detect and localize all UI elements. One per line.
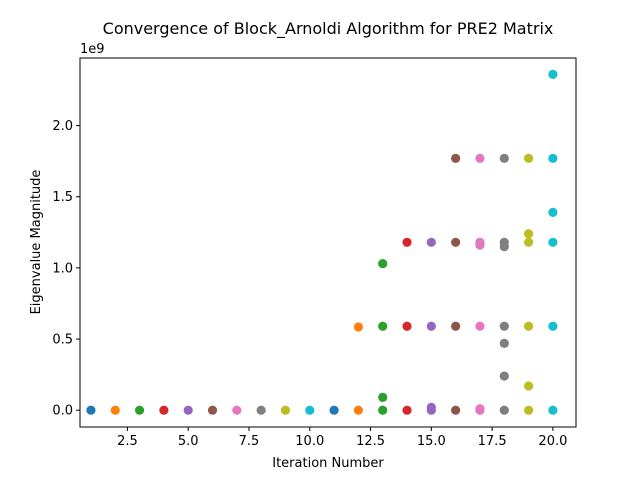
data-point-iter-18-1 (499, 371, 509, 381)
x-tick-label: 10.0 (295, 434, 324, 449)
data-point-iter-20-1 (548, 321, 558, 331)
x-axis-label: Iteration Number (272, 456, 384, 471)
data-point-iter-19-3 (523, 237, 534, 247)
data-point-iter-11-0 (329, 405, 339, 415)
data-point-iter-13-1 (378, 392, 388, 402)
data-point-iter-12-1 (353, 322, 363, 332)
data-point-iter-20-5 (548, 69, 558, 79)
data-point-iter-15-1 (426, 402, 436, 412)
x-tick-label: 2.5 (117, 434, 138, 449)
data-point-iter-18-2 (499, 338, 509, 348)
data-point-iter-18-6 (499, 153, 509, 163)
data-point-iter-7-0 (232, 405, 242, 415)
data-point-iter-13-3 (378, 259, 388, 269)
data-point-iter-13-0 (378, 405, 388, 415)
data-point-iter-19-4 (523, 229, 534, 239)
data-point-iter-16-0 (451, 405, 461, 415)
y-axis-offset-text: 1e9 (80, 42, 105, 57)
y-tick-label: 1.5 (52, 190, 73, 205)
x-tick-label: 7.5 (239, 434, 260, 449)
data-point-iter-17-2 (475, 321, 485, 331)
data-point-iter-20-3 (548, 207, 558, 217)
data-point-iter-4-0 (159, 405, 169, 415)
x-tick-label: 17.5 (478, 434, 507, 449)
x-axis-ticks: 2.5 5.0 7.5 10.0 12.5 15.0 17.5 20.0 (117, 427, 567, 449)
data-point-iter-15-3 (426, 237, 436, 247)
x-tick-label: 20.0 (538, 434, 567, 449)
data-point-iter-15-2 (426, 321, 436, 331)
data-point-iter-19-5 (523, 153, 534, 163)
data-point-iter-16-1 (451, 321, 461, 331)
data-point-iter-18-5 (499, 237, 509, 247)
data-point-iter-1-0 (86, 405, 96, 415)
y-tick-label: 0.5 (52, 333, 73, 348)
data-point-iter-17-1 (475, 404, 485, 414)
data-point-iter-9-0 (280, 405, 291, 415)
data-points (86, 69, 558, 415)
data-point-iter-20-2 (548, 237, 558, 247)
data-point-iter-20-4 (548, 153, 558, 163)
data-point-iter-19-0 (523, 405, 534, 415)
x-tick-label: 15.0 (417, 434, 446, 449)
y-axis-ticks: 0.0 0.5 1.0 1.5 2.0 (52, 119, 80, 419)
plot-area-frame (79, 57, 577, 428)
data-point-iter-20-0 (548, 405, 558, 415)
data-point-iter-17-4 (475, 237, 485, 247)
data-point-iter-19-1 (523, 381, 534, 391)
data-point-iter-8-0 (256, 405, 266, 415)
data-point-iter-6-0 (207, 405, 218, 415)
data-point-iter-16-3 (451, 153, 461, 163)
y-axis-label: Eigenvalue Magnitude (29, 170, 44, 315)
data-point-iter-14-0 (402, 405, 412, 415)
data-point-iter-14-2 (402, 237, 412, 247)
data-point-iter-3-0 (134, 405, 145, 415)
data-point-iter-10-0 (305, 405, 315, 415)
data-point-iter-17-5 (475, 153, 485, 163)
x-tick-label: 12.5 (356, 434, 385, 449)
y-tick-label: 1.0 (52, 261, 73, 276)
data-point-iter-19-2 (523, 321, 534, 331)
data-point-iter-13-2 (378, 321, 388, 331)
data-point-iter-18-0 (499, 405, 509, 415)
data-point-iter-16-2 (451, 237, 461, 247)
x-tick-label: 5.0 (178, 434, 199, 449)
data-point-iter-12-0 (353, 405, 363, 415)
y-tick-label: 0.0 (52, 404, 73, 419)
y-tick-label: 2.0 (52, 119, 73, 134)
data-point-iter-14-1 (402, 321, 412, 331)
data-point-iter-5-0 (183, 405, 193, 415)
chart-title: Convergence of Block_Arnoldi Algorithm f… (103, 19, 554, 39)
data-point-iter-2-0 (110, 405, 120, 415)
data-point-iter-18-3 (499, 321, 509, 331)
